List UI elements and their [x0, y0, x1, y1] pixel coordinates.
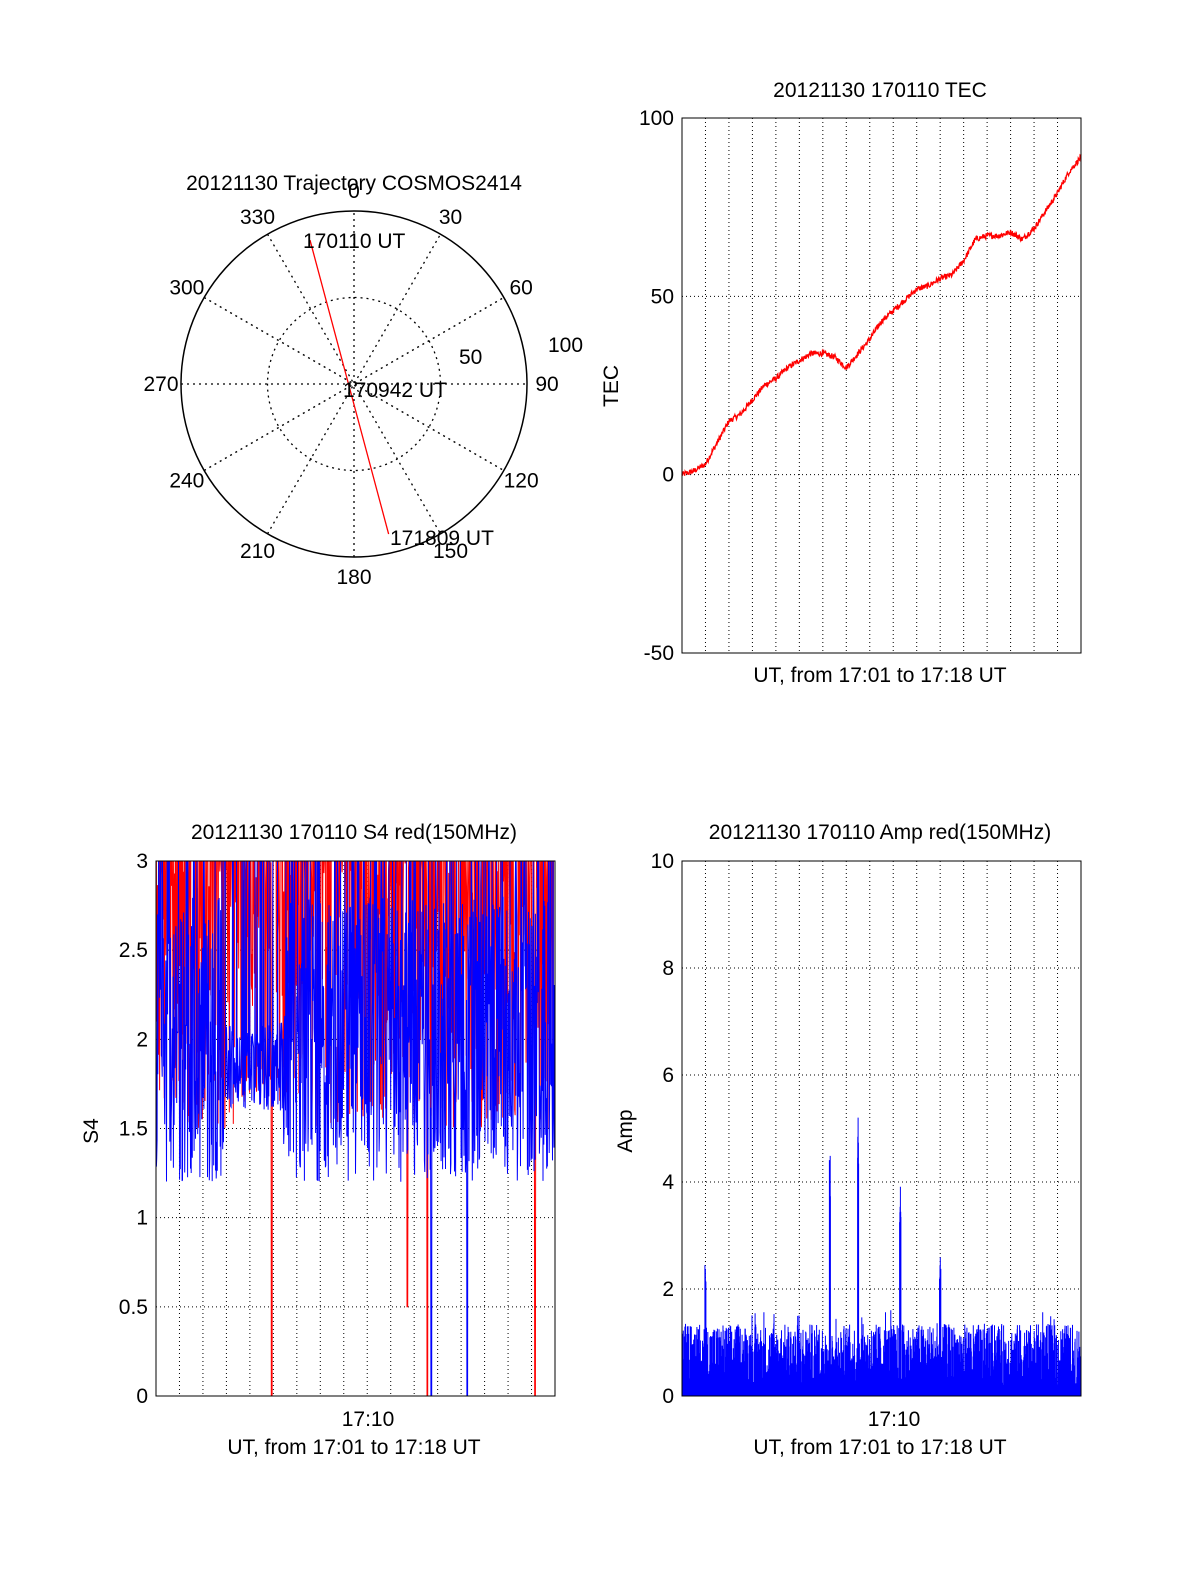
polar-spoke — [203, 296, 505, 472]
polar-grid — [180, 210, 528, 558]
tec-grid — [682, 118, 1081, 653]
polar-spoke — [266, 233, 442, 535]
polar-angle-label: 0 — [348, 180, 360, 203]
y-tick-label: 50 — [651, 285, 674, 308]
y-tick-label: 1 — [136, 1207, 148, 1230]
y-tick-label: 2 — [662, 1278, 674, 1301]
y-tick-label: -50 — [644, 642, 674, 665]
polar-title: 20121130 Trajectory COSMOS2414 — [186, 172, 522, 195]
polar-angle-label: 240 — [169, 470, 204, 493]
polar-spoke — [203, 296, 505, 472]
trajectory-mid-label: 170942 UT — [343, 379, 447, 402]
amp-y-tick-labels: 0 2 4 6 8 10 — [651, 850, 675, 1408]
tec-series-line — [681, 153, 1082, 476]
s4-y-tick-labels: 0 0.5 1 1.5 2 2.5 3 — [119, 850, 148, 1408]
polar-angle-label: 300 — [169, 277, 204, 300]
polar-spoke — [266, 233, 442, 535]
y-tick-label: 0 — [662, 1385, 674, 1408]
amp-title: 20121130 170110 Amp red(150MHz) — [709, 821, 1051, 844]
tec-y-axis-label: TEC — [600, 365, 623, 407]
y-tick-label: 100 — [639, 107, 674, 130]
s4-x-tick-label: 17:10 — [342, 1408, 395, 1431]
polar-angle-label: 270 — [143, 373, 178, 396]
s4-y-axis-label: S4 — [80, 1118, 103, 1144]
tec-y-tick-labels: -50 0 50 100 — [639, 107, 674, 665]
amp-x-tick-label: 17:10 — [868, 1408, 921, 1431]
polar-angle-labels: 0 30 60 90 120 150 180 210 240 270 300 330 — [143, 180, 558, 589]
s4-blue-series — [155, 860, 556, 1397]
tec-chart: 20121130 170110 TEC -50 0 50 100 TEC UT, fr… — [600, 79, 1082, 687]
polar-angle-label: 120 — [504, 470, 539, 493]
polar-angle-label: 180 — [336, 566, 371, 589]
polar-angle-label: 330 — [240, 206, 275, 229]
trajectory-start-label: 170110 UT — [303, 230, 406, 253]
polar-trajectory-chart: 20121130 Trajectory COSMOS2414 0 30 60 90 12… — [143, 172, 583, 589]
polar-angle-label: 30 — [439, 206, 462, 229]
tec-plot-frame — [681, 117, 1082, 654]
polar-angle-label: 210 — [240, 540, 275, 563]
polar-radius-label-100: 100 — [548, 334, 583, 357]
amp-chart: 20121130 170110 Amp red(150MHz) 0246810 … — [614, 821, 1082, 1459]
y-tick-label: 10 — [651, 850, 674, 873]
polar-radius-label-50: 50 — [459, 346, 482, 369]
tec-x-axis-label: UT, from 17:01 to 17:18 UT — [753, 664, 1006, 687]
amp-y-axis-label: Amp — [614, 1109, 637, 1152]
polar-trajectory-line — [309, 239, 390, 535]
s4-plot-frame — [155, 860, 556, 1397]
s4-title: 20121130 170110 S4 red(150MHz) — [191, 821, 517, 844]
y-tick-label: 0 — [662, 464, 674, 487]
y-tick-label: 1.5 — [119, 1118, 148, 1141]
y-tick-label: 3 — [136, 850, 148, 873]
amp-plot-frame — [681, 860, 1082, 1397]
y-tick-label: 2.5 — [119, 939, 148, 962]
polar-angle-label: 90 — [535, 373, 558, 396]
amp-grid — [682, 861, 1081, 1396]
s4-x-axis-label: UT, from 17:01 to 17:18 UT — [227, 1436, 480, 1459]
s4-chart: 20121130 170110 S4 red(150MHz) 0 0.5 1 1.5 2… — [80, 821, 556, 1459]
amp-series — [681, 1117, 1082, 1396]
y-tick-label: 0 — [136, 1385, 148, 1408]
y-tick-label: 8 — [662, 957, 674, 980]
polar-angle-label: 60 — [509, 277, 532, 300]
y-tick-label: 6 — [662, 1064, 674, 1087]
polar-angle-label: 150 — [433, 540, 468, 563]
tec-title: 20121130 170110 TEC — [773, 79, 987, 102]
trajectory-end-label: 171809 UT — [390, 527, 494, 550]
amp-x-axis-label: UT, from 17:01 to 17:18 UT — [753, 1436, 1006, 1459]
y-tick-label: 4 — [662, 1171, 674, 1194]
y-tick-label: 2 — [136, 1028, 148, 1051]
trajectory-segment — [309, 239, 390, 535]
y-tick-label: 0.5 — [119, 1296, 148, 1319]
